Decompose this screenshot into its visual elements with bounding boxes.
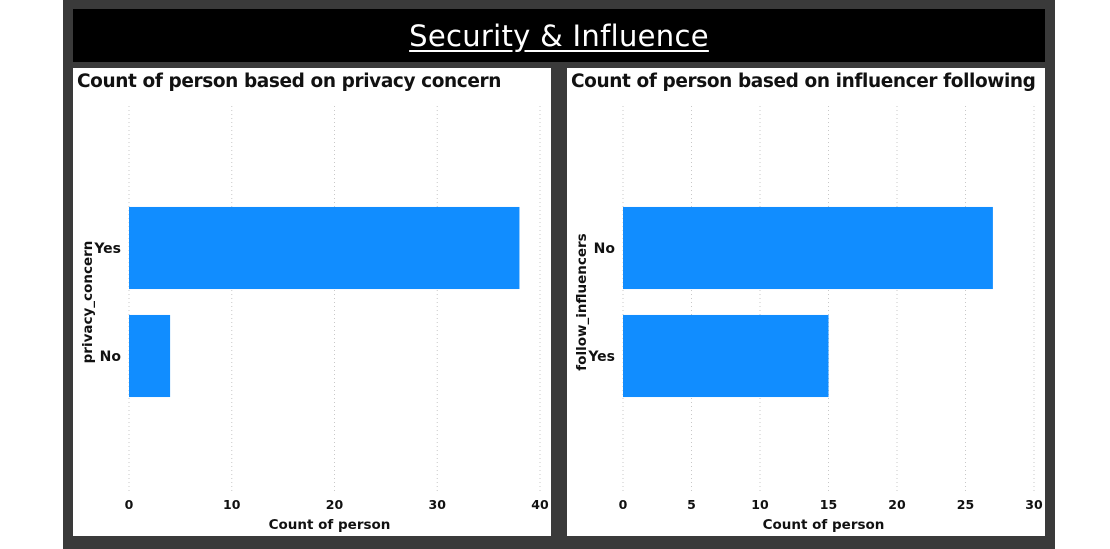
- x-tick-label: 5: [687, 497, 696, 512]
- x-tick-label: 15: [820, 497, 837, 512]
- influencer-following-bar-chart: No Yes 0 5 10 15 20 25 30 Count of person follow_i…: [574, 106, 1043, 533]
- category-label: Yes: [587, 349, 615, 365]
- x-tick-label: 30: [1025, 497, 1043, 512]
- category-label: Yes: [93, 241, 121, 257]
- x-axis-title: Count of person: [763, 517, 885, 533]
- dashboard-title: Security & Influence: [409, 18, 709, 53]
- x-tick-label: 25: [957, 497, 974, 512]
- influencer-following-chart-panel[interactable]: Count of person based on influencer foll…: [567, 68, 1045, 536]
- x-tick-label: 0: [125, 497, 134, 512]
- x-axis-title: Count of person: [269, 517, 391, 533]
- dashboard-header: Security & Influence: [73, 9, 1045, 62]
- x-tick-label: 20: [326, 497, 344, 512]
- x-tick-label: 0: [619, 497, 628, 512]
- bar-yes[interactable]: [623, 314, 829, 398]
- category-label: No: [100, 349, 122, 365]
- privacy-concern-chart-panel[interactable]: Count of person based on privacy concern…: [73, 68, 551, 536]
- category-label: No: [594, 241, 616, 257]
- chart-title: Count of person based on privacy concern: [77, 71, 502, 92]
- x-tick-label: 20: [888, 497, 906, 512]
- x-tick-label: 10: [223, 497, 241, 512]
- bar-no[interactable]: [623, 206, 993, 290]
- chart-title: Count of person based on influencer foll…: [571, 71, 1036, 92]
- y-axis-title: follow_influencers: [574, 233, 590, 370]
- x-tick-label: 40: [531, 497, 549, 512]
- x-tick-label: 30: [429, 497, 447, 512]
- bar-yes[interactable]: [129, 206, 520, 290]
- bar-no[interactable]: [129, 314, 171, 398]
- x-tick-label: 10: [751, 497, 769, 512]
- privacy-concern-bar-chart: Yes No 0 10 20 30 40 Count of person privacy_con…: [80, 106, 549, 533]
- gridlines: [128, 106, 541, 494]
- gridlines: [622, 106, 1035, 494]
- y-axis-title: privacy_concern: [80, 241, 96, 364]
